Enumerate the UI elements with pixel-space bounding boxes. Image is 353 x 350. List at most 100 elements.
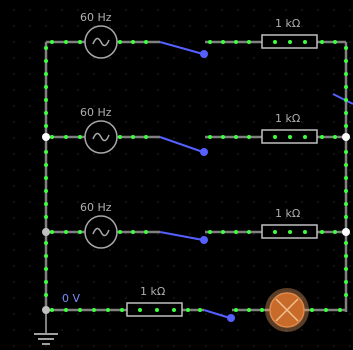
- current-dot: [198, 308, 202, 312]
- current-dot: [44, 267, 48, 271]
- current-dot: [44, 163, 48, 167]
- current-dot: [78, 40, 82, 44]
- resistor-icon[interactable]: [126, 302, 183, 317]
- source-label: 60 Hz: [80, 11, 112, 24]
- current-dot: [273, 40, 277, 44]
- current-dot: [344, 280, 348, 284]
- current-dot: [320, 230, 324, 234]
- switch-icon[interactable]: [159, 136, 208, 156]
- branch-3[interactable]: 60 Hz 1 kΩ: [46, 201, 346, 249]
- switch-icon[interactable]: [203, 309, 235, 322]
- current-dot: [44, 46, 48, 50]
- current-dot: [344, 176, 348, 180]
- branch-2[interactable]: 60 Hz 1 kΩ: [46, 106, 346, 156]
- current-dot: [273, 230, 277, 234]
- ac-source-icon[interactable]: [84, 120, 118, 154]
- current-dot: [50, 230, 54, 234]
- current-dot: [120, 308, 124, 312]
- current-dot: [44, 176, 48, 180]
- current-dot: [333, 135, 337, 139]
- current-dot: [64, 308, 68, 312]
- current-dot: [50, 135, 54, 139]
- current-dot: [344, 150, 348, 154]
- switch-icon[interactable]: [159, 231, 208, 244]
- current-dot: [288, 135, 292, 139]
- current-dot: [44, 241, 48, 245]
- current-dot: [44, 202, 48, 206]
- source-label: 60 Hz: [80, 106, 112, 119]
- current-dot: [221, 230, 225, 234]
- current-dot: [44, 189, 48, 193]
- current-dot: [208, 40, 212, 44]
- current-dot: [344, 202, 348, 206]
- current-dot: [44, 150, 48, 154]
- current-dot: [208, 230, 212, 234]
- current-dot: [344, 98, 348, 102]
- current-dot: [344, 189, 348, 193]
- switch-icon[interactable]: [159, 41, 208, 58]
- current-dot: [344, 254, 348, 258]
- resistor-label: 1 kΩ: [275, 207, 300, 220]
- current-dot: [247, 230, 251, 234]
- current-dot: [344, 293, 348, 297]
- current-dot: [155, 308, 159, 312]
- ground-voltage-label: 0 V: [62, 292, 80, 305]
- current-dot: [338, 308, 342, 312]
- current-dot: [333, 40, 337, 44]
- current-dot: [247, 308, 251, 312]
- current-dot: [44, 72, 48, 76]
- current-dot: [344, 59, 348, 63]
- current-dot: [208, 135, 212, 139]
- current-dot: [288, 40, 292, 44]
- lamp-icon[interactable]: [265, 288, 309, 332]
- current-dot: [44, 124, 48, 128]
- current-dot: [131, 135, 135, 139]
- current-dot: [44, 85, 48, 89]
- current-dot: [78, 230, 82, 234]
- current-dot: [131, 230, 135, 234]
- bottom-branch[interactable]: 0 V 1 kΩ: [46, 285, 346, 332]
- current-dot: [344, 72, 348, 76]
- current-dot: [344, 85, 348, 89]
- current-dot: [144, 230, 148, 234]
- current-dot: [172, 308, 176, 312]
- current-dot: [310, 308, 314, 312]
- current-dot: [344, 111, 348, 115]
- current-dot: [324, 308, 328, 312]
- current-dot: [344, 124, 348, 128]
- junction-nodes: [42, 133, 350, 314]
- current-dot: [64, 40, 68, 44]
- current-dot: [247, 135, 251, 139]
- current-dot: [234, 308, 238, 312]
- current-dot: [44, 59, 48, 63]
- current-dot: [320, 135, 324, 139]
- current-dot: [344, 163, 348, 167]
- current-dot: [303, 230, 307, 234]
- current-dot: [344, 46, 348, 50]
- current-dot: [44, 293, 48, 297]
- current-dot: [131, 40, 135, 44]
- current-flow-dots: [44, 40, 348, 312]
- offscreen-wire[interactable]: [332, 93, 353, 105]
- current-dot: [118, 135, 122, 139]
- current-dot: [92, 308, 96, 312]
- current-dot: [64, 135, 68, 139]
- current-dot: [234, 135, 238, 139]
- current-dot: [221, 135, 225, 139]
- current-dot: [303, 40, 307, 44]
- current-dot: [344, 267, 348, 271]
- current-dot: [118, 40, 122, 44]
- current-dot: [144, 135, 148, 139]
- ground-icon[interactable]: [34, 310, 58, 345]
- current-dot: [44, 111, 48, 115]
- ac-source-icon[interactable]: [84, 215, 118, 249]
- resistor-label: 1 kΩ: [275, 17, 300, 30]
- current-dot: [78, 308, 82, 312]
- current-dot: [320, 40, 324, 44]
- branch-1[interactable]: 60 Hz 1 kΩ: [46, 11, 346, 59]
- current-dot: [44, 215, 48, 219]
- ac-source-icon[interactable]: [84, 25, 118, 59]
- current-dot: [50, 308, 54, 312]
